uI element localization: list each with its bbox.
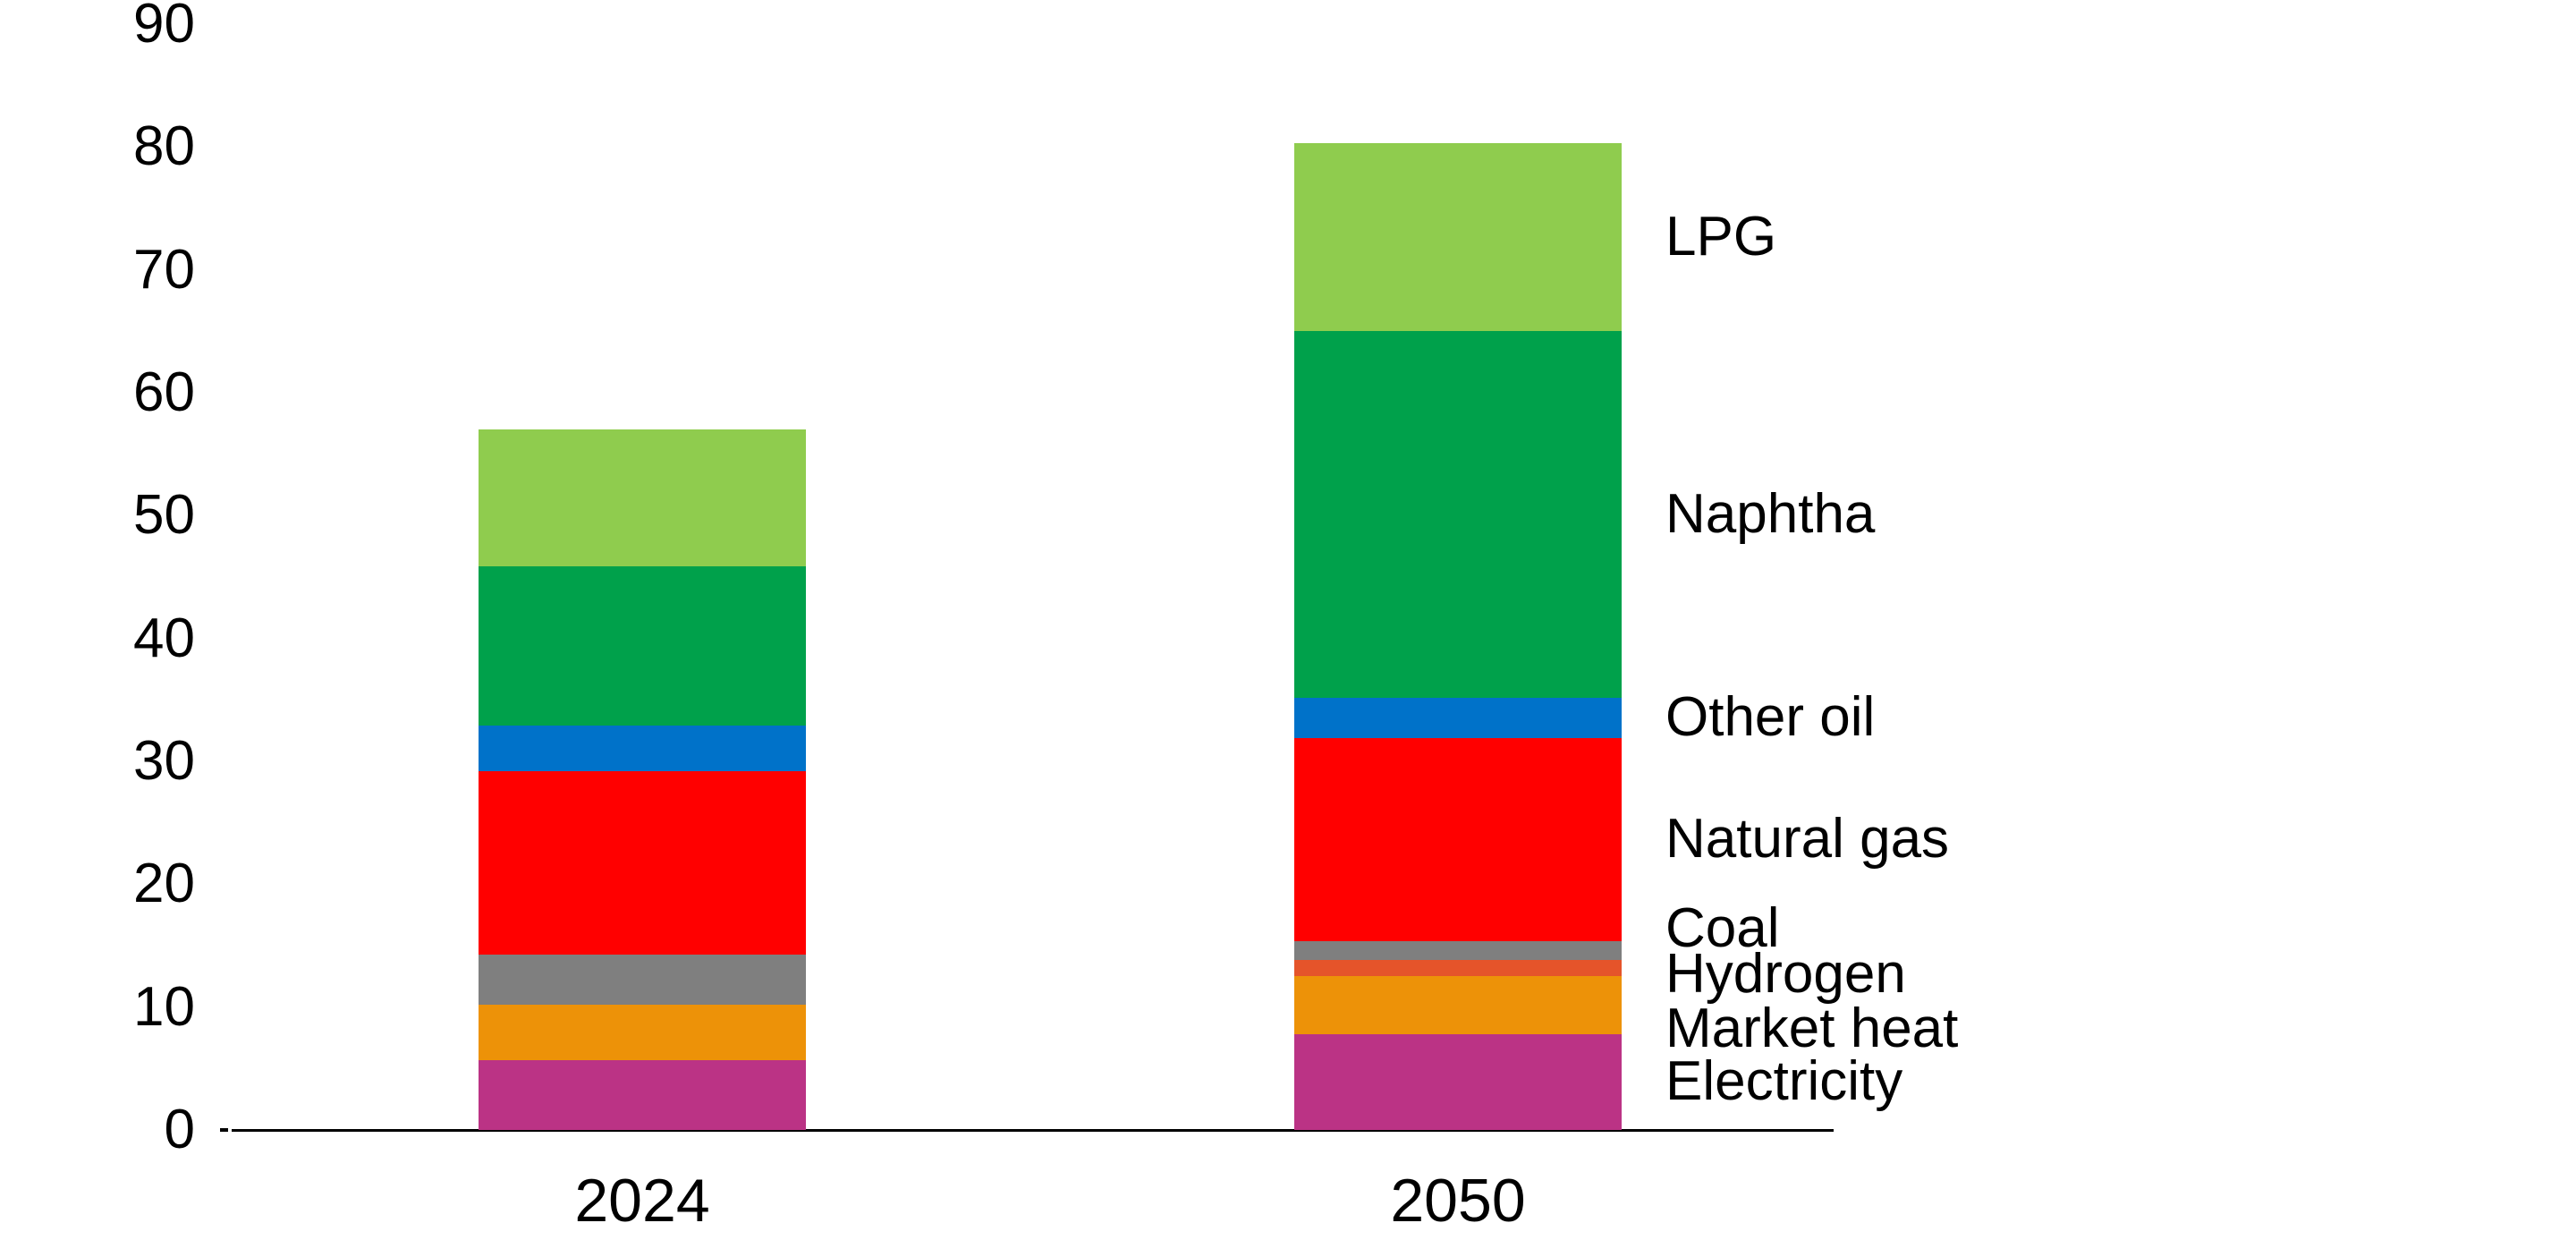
series-label-market-heat: Market heat xyxy=(1665,997,1959,1059)
y-axis-tick-label-80: 80 xyxy=(133,115,195,178)
series-label-naphtha: Naphtha xyxy=(1665,482,1876,545)
x-axis-line xyxy=(232,1129,1834,1132)
bar-2050-segment-natural-gas xyxy=(1294,737,1622,941)
bar-2050-segment-market-heat xyxy=(1294,976,1622,1034)
y-axis-tick-label-20: 20 xyxy=(133,853,195,915)
series-label-hydrogen: Hydrogen xyxy=(1665,943,1906,1006)
series-label-other-oil: Other oil xyxy=(1665,686,1876,749)
y-axis-tick-label-50: 50 xyxy=(133,484,195,547)
y-axis-tick-label-0: 0 xyxy=(164,1099,195,1160)
y-axis-tick-label-30: 30 xyxy=(133,730,195,792)
series-label-electricity: Electricity xyxy=(1665,1050,1903,1113)
bar-2024-segment-coal xyxy=(479,954,806,1005)
y-axis-tick-label-70: 70 xyxy=(133,238,195,301)
bar-2024-segment-lpg xyxy=(479,429,806,566)
x-axis-label-2024: 2024 xyxy=(574,1167,710,1235)
bar-2050-segment-naphtha xyxy=(1294,331,1622,698)
bar-2024-segment-electricity xyxy=(479,1059,806,1130)
y-axis-tick-label-40: 40 xyxy=(133,607,195,669)
series-label-coal: Coal xyxy=(1665,897,1780,960)
series-label-lpg: LPG xyxy=(1665,206,1777,268)
bar-2024-segment-natural-gas xyxy=(479,770,806,955)
bar-2024-segment-market-heat xyxy=(479,1004,806,1060)
y-axis-tick-label-90: 90 xyxy=(133,0,195,55)
bar-2050-segment-coal xyxy=(1294,940,1622,961)
x-axis-label-2050: 2050 xyxy=(1390,1167,1526,1235)
y-axis-tick-label-10: 10 xyxy=(133,975,195,1038)
bar-2050-segment-other-oil xyxy=(1294,697,1622,738)
bar-2024-segment-other-oil xyxy=(479,726,806,771)
bar-2050-segment-electricity xyxy=(1294,1033,1622,1130)
bar-2024-segment-naphtha xyxy=(479,565,806,726)
series-label-natural-gas: Natural gas xyxy=(1665,808,1950,871)
bar-2050-segment-hydrogen xyxy=(1294,960,1622,977)
y-axis-zero-tick xyxy=(220,1128,228,1132)
bar-2050-segment-lpg xyxy=(1294,143,1622,332)
y-axis-tick-label-60: 60 xyxy=(133,361,195,423)
